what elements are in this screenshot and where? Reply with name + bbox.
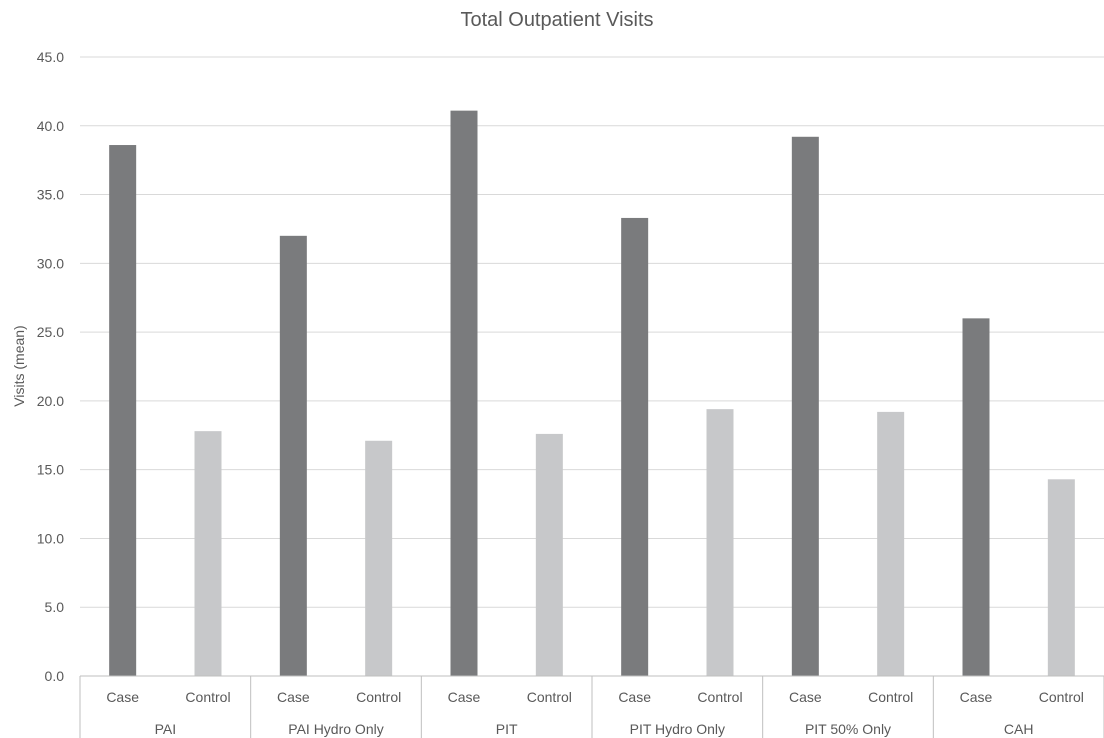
bar-control bbox=[535, 433, 563, 676]
x-category-label: Control bbox=[868, 689, 913, 705]
bar-control bbox=[706, 409, 734, 676]
x-category-label: Control bbox=[697, 689, 742, 705]
y-tick-label: 5.0 bbox=[45, 599, 65, 615]
x-category-label: Control bbox=[356, 689, 401, 705]
bar-control bbox=[877, 411, 905, 676]
x-group-label: PIT bbox=[496, 721, 518, 737]
y-tick-label: 25.0 bbox=[37, 324, 64, 340]
bar-control bbox=[1047, 479, 1075, 676]
bar-case bbox=[109, 145, 137, 677]
bar-control bbox=[365, 440, 393, 676]
x-category-labels: Case Control Case Control Case Control Case Con… bbox=[106, 689, 1084, 705]
bar-control bbox=[194, 431, 222, 676]
y-tick-label: 30.0 bbox=[37, 255, 64, 271]
bar-case bbox=[621, 217, 649, 676]
x-group-labels: PAI PAI Hydro Only PIT PIT Hydro Only PIT 50… bbox=[155, 721, 1034, 737]
x-axis bbox=[79, 675, 1104, 738]
x-category-label: Control bbox=[1039, 689, 1084, 705]
y-tick-label: 35.0 bbox=[37, 187, 64, 203]
bar-case bbox=[962, 318, 990, 676]
x-category-label: Control bbox=[185, 689, 230, 705]
y-tick-label: 15.0 bbox=[37, 462, 64, 478]
bars bbox=[109, 110, 1075, 677]
bar-case bbox=[450, 110, 478, 676]
x-category-label: Case bbox=[789, 689, 822, 705]
x-group-label: CAH bbox=[1004, 721, 1034, 737]
x-group-label: PAI Hydro Only bbox=[288, 721, 383, 737]
x-category-label: Case bbox=[960, 689, 993, 705]
x-group-label: PIT 50% Only bbox=[805, 721, 891, 737]
x-group-label: PIT Hydro Only bbox=[630, 721, 725, 737]
x-category-label: Case bbox=[277, 689, 310, 705]
y-tick-label: 40.0 bbox=[37, 118, 64, 134]
chart-title: Total Outpatient Visits bbox=[460, 9, 653, 31]
x-category-label: Case bbox=[448, 689, 481, 705]
y-tick-label: 0.0 bbox=[45, 668, 65, 684]
y-tick-label: 45.0 bbox=[37, 49, 64, 65]
x-group-label: PAI bbox=[155, 721, 177, 737]
bar-case bbox=[279, 235, 307, 677]
y-axis-title: Visits (mean) bbox=[11, 325, 27, 406]
y-tick-label: 10.0 bbox=[37, 530, 64, 546]
x-category-label: Control bbox=[527, 689, 572, 705]
x-category-label: Case bbox=[618, 689, 651, 705]
gridlines bbox=[80, 56, 1104, 608]
bar-case bbox=[791, 136, 819, 676]
x-category-label: Case bbox=[106, 689, 139, 705]
y-tick-label: 20.0 bbox=[37, 393, 64, 409]
y-tick-labels: 0.0 5.0 10.0 15.0 20.0 25.0 30.0 35.0 40.0 45.0 bbox=[37, 49, 64, 684]
